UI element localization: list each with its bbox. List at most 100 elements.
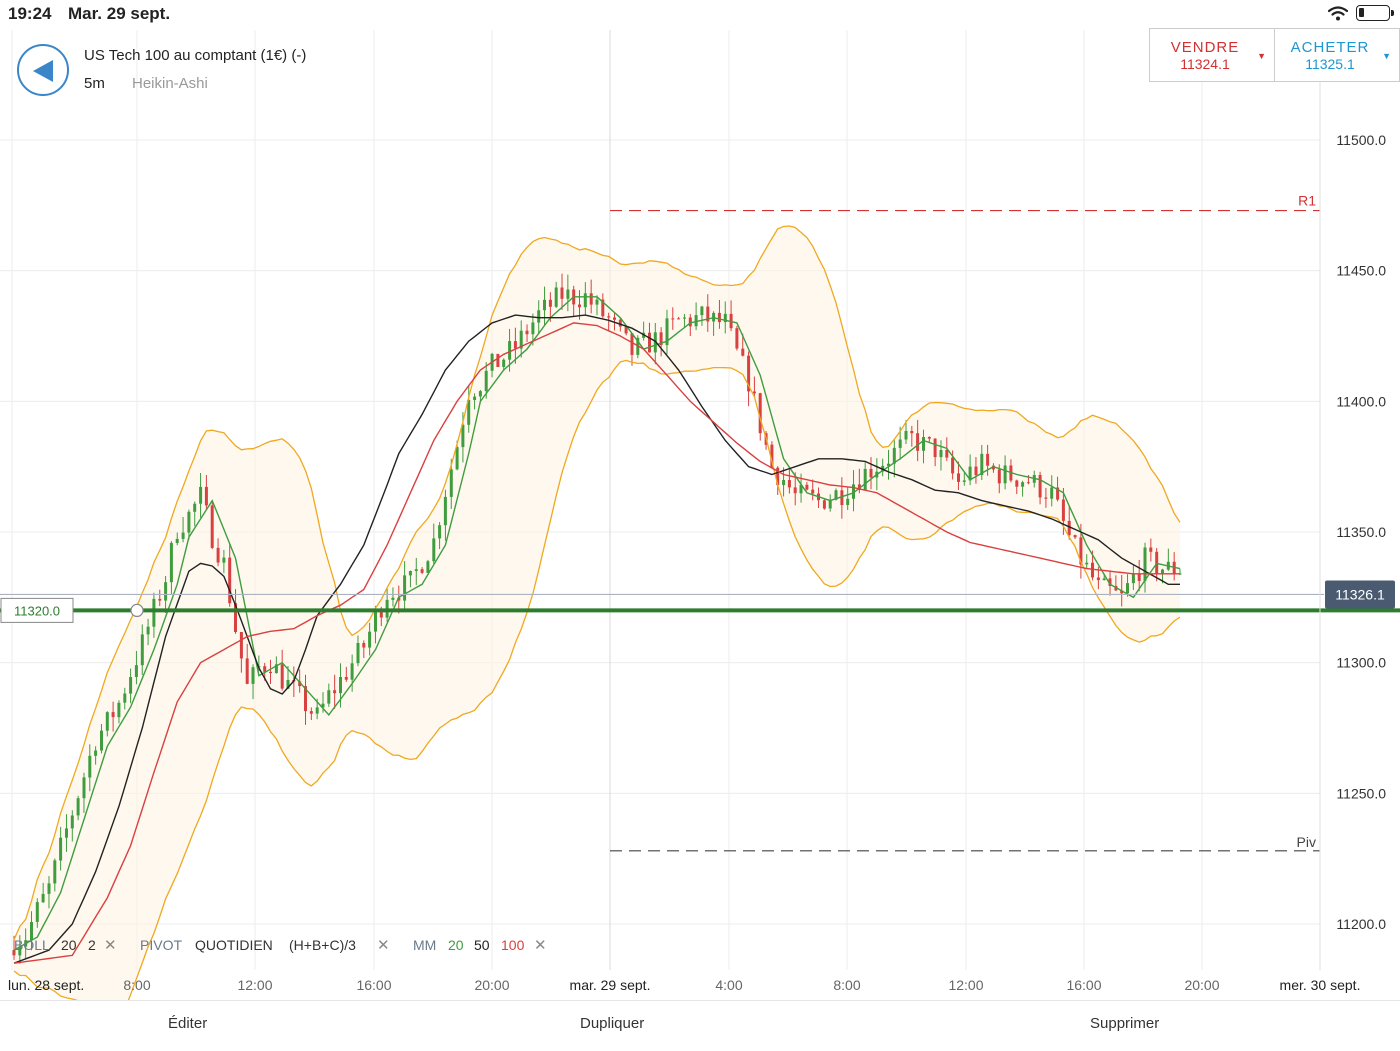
candle-body [770,444,774,468]
candle-body [997,469,1001,484]
candle-body [1015,480,1019,487]
candle-body [35,902,39,922]
price-axis-label: 11400.0 [1336,393,1386,409]
mm-100-line [13,322,1180,964]
candle-body [822,500,826,509]
candle-body [1061,499,1065,521]
pivot-indicator-label: PIVOT [140,937,182,953]
candle-body [117,702,121,718]
candle-body [624,326,628,334]
price-chart[interactable]: R1 Piv 11320.0 11326.1 11500.0 11450.0 114… [0,0,1400,1000]
candle-body [70,815,74,829]
candle-body [496,353,500,367]
candle-body [700,306,704,316]
candle-body [408,571,412,576]
candle-body [1120,590,1124,594]
candle-body [560,287,564,299]
candle-body [1044,497,1048,499]
candle-body [274,664,278,674]
candle-body [356,643,360,664]
candle-body [922,437,925,451]
alert-price-tag[interactable]: 11320.0 [0,597,74,623]
mm-50-line [13,314,1180,964]
candle-body [974,466,978,476]
candle-body [269,671,272,674]
sell-price: 11324.1 [1180,56,1230,72]
candle-body [607,316,611,318]
mm-50-value: 50 [474,937,490,953]
candle-body [1143,547,1147,581]
timeframe-selector[interactable]: 5m [84,75,105,92]
time-axis-label: 16:00 [1066,977,1101,993]
candle-body [595,299,599,305]
candle-body [18,946,22,956]
edit-button[interactable]: Éditer [168,1015,208,1032]
alert-price-text: 11320.0 [14,603,60,618]
candle-body [280,664,284,689]
candle-body [403,575,407,601]
candle-body [397,597,401,601]
buy-button[interactable]: ACHETER 11325.1 ▼ [1274,29,1399,81]
candle-body [887,463,890,466]
candle-body [461,424,465,448]
boll-period: 20 [61,937,77,953]
current-price-tag: 11326.1 [1325,580,1395,609]
candle-body [484,370,488,392]
candle-body [251,667,255,684]
candle-body [455,447,459,470]
candle-body [164,582,168,601]
candle-body [601,299,605,317]
candle-body [239,632,243,659]
chart-grid [0,30,1321,970]
candle-body [152,598,156,627]
sell-button[interactable]: VENDRE 11324.1 ▼ [1150,29,1274,81]
price-axis-label: 11250.0 [1336,785,1386,801]
alert-drag-handle[interactable] [130,603,144,618]
candle-body [204,486,208,506]
candle-body [1079,537,1083,565]
mm-label: MM [413,937,436,953]
candle-body [304,686,307,712]
candle-body [76,798,80,816]
chart-type-label[interactable]: Heikin-Ashi [132,75,208,92]
candle-body [391,597,395,600]
candle-body [904,431,908,440]
candle-body [105,712,109,731]
candle-body [671,318,675,320]
candle-body [834,490,838,500]
time-axis-label: 20:00 [474,977,509,993]
candle-body [717,312,721,323]
close-icon[interactable]: ✕ [377,937,390,954]
delete-button[interactable]: Supprimer [1090,1015,1160,1032]
candle-body [414,569,418,571]
candle-body [362,643,366,648]
time-axis-label: mer. 30 sept. [1280,977,1361,993]
candle-body [368,631,372,648]
duplicate-button[interactable]: Dupliquer [580,1015,645,1032]
candle-body [677,318,681,320]
candle-body [1149,547,1153,552]
candle-body [927,437,931,439]
candle-body [543,299,546,311]
close-icon[interactable]: ✕ [104,937,117,954]
candle-body [175,538,179,543]
candle-body [1091,562,1094,578]
candle-body [187,511,191,533]
back-button[interactable] [17,44,69,96]
candle-body [735,328,739,349]
close-icon[interactable]: ✕ [534,937,547,954]
candle-body [41,893,45,903]
candle-body [554,287,558,307]
candle-body [234,603,237,632]
chevron-down-icon: ▼ [1382,51,1391,61]
candle-body [933,438,937,458]
boll-label: BOLL [14,937,50,953]
time-axis-label: 20:00 [1184,977,1219,993]
candle-body [181,532,185,539]
candle-body [473,396,477,400]
candle-body [898,439,902,448]
candle-body [374,611,377,632]
candle-body [1131,573,1135,584]
candle-body [659,332,663,346]
candle-body [694,315,698,327]
